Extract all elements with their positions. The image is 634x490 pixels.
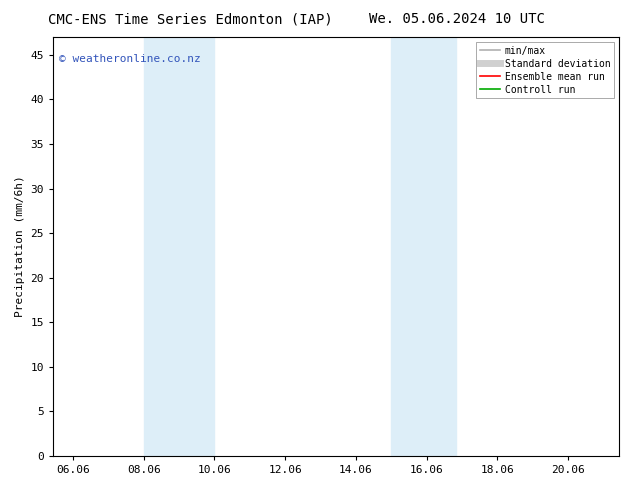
Bar <box>144 37 214 456</box>
Text: We. 05.06.2024 10 UTC: We. 05.06.2024 10 UTC <box>368 12 545 26</box>
Text: CMC-ENS Time Series Edmonton (IAP): CMC-ENS Time Series Edmonton (IAP) <box>48 12 333 26</box>
Text: © weatheronline.co.nz: © weatheronline.co.nz <box>59 54 200 64</box>
Legend: min/max, Standard deviation, Ensemble mean run, Controll run: min/max, Standard deviation, Ensemble me… <box>476 42 614 98</box>
Y-axis label: Precipitation (mm/6h): Precipitation (mm/6h) <box>15 175 25 318</box>
Bar <box>391 37 456 456</box>
